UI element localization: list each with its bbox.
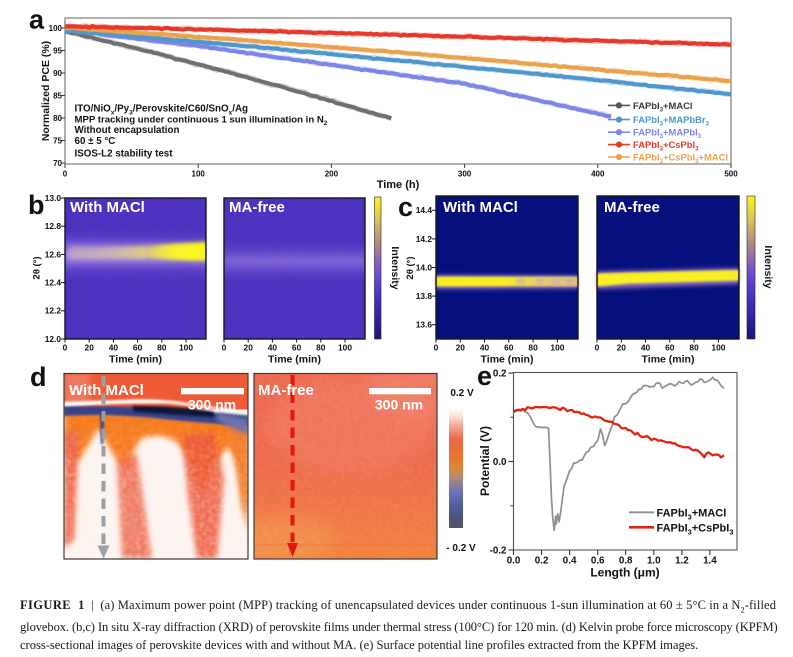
svg-text:20: 20: [85, 343, 95, 353]
svg-text:Time (min): Time (min): [642, 354, 695, 366]
svg-text:0.2: 0.2: [493, 368, 507, 379]
svg-text:40: 40: [641, 343, 651, 353]
svg-text:b: b: [28, 190, 45, 220]
svg-text:13.0: 13.0: [45, 193, 62, 203]
svg-text:FAPbI3​+CsPbI3​: FAPbI3​+CsPbI3​: [657, 522, 734, 536]
svg-text:0: 0: [222, 343, 227, 353]
svg-text:-0.2: -0.2: [490, 545, 507, 556]
svg-text:ISOS-L2 stability test: ISOS-L2 stability test: [75, 149, 174, 160]
svg-text:12.8: 12.8: [45, 221, 62, 231]
svg-text:14.2: 14.2: [416, 234, 433, 244]
svg-text:a: a: [29, 5, 45, 35]
svg-text:e: e: [477, 361, 492, 391]
svg-text:0: 0: [434, 343, 439, 353]
svg-text:FAPbI3​+MACl: FAPbI3​+MACl: [657, 507, 727, 521]
svg-text:100: 100: [179, 343, 193, 353]
svg-text:MA-free: MA-free: [604, 199, 660, 216]
svg-text:With MACl: With MACl: [70, 199, 145, 216]
svg-text:FAPbI3​+CsPbI3​: FAPbI3​+CsPbI3​: [633, 139, 699, 153]
svg-text:13.8: 13.8: [416, 291, 433, 301]
svg-text:14.0: 14.0: [416, 262, 433, 272]
svg-text:60: 60: [133, 343, 143, 353]
svg-text:Time (h): Time (h): [377, 179, 420, 191]
svg-text:1.4: 1.4: [703, 556, 717, 567]
svg-text:100: 100: [711, 343, 725, 353]
svg-text:MA-free: MA-free: [258, 382, 314, 399]
svg-text:60: 60: [665, 343, 675, 353]
svg-text:FAPbI3​+CsPbI3​+MACl: FAPbI3​+CsPbI3​+MACl: [633, 151, 728, 165]
svg-text:Time (min): Time (min): [109, 354, 162, 366]
svg-text:80: 80: [689, 343, 699, 353]
svg-text:0: 0: [595, 343, 600, 353]
svg-text:12.4: 12.4: [45, 278, 62, 288]
svg-text:0: 0: [63, 170, 68, 179]
svg-text:FAPbI3​+MAPbBr3​: FAPbI3​+MAPbBr3​: [633, 114, 709, 128]
svg-text:200: 200: [325, 170, 339, 179]
svg-text:80: 80: [53, 114, 62, 123]
svg-text:0.0: 0.0: [507, 556, 521, 567]
svg-text:Time (min): Time (min): [481, 354, 534, 366]
svg-text:40: 40: [480, 343, 490, 353]
svg-text:100: 100: [192, 170, 206, 179]
svg-text:75: 75: [53, 136, 62, 145]
svg-text:With MACl: With MACl: [69, 382, 144, 399]
svg-text:d: d: [30, 362, 47, 392]
svg-text:100: 100: [49, 24, 63, 33]
svg-text:40: 40: [268, 343, 278, 353]
svg-text:0.8: 0.8: [619, 556, 633, 567]
svg-text:300 nm: 300 nm: [375, 397, 423, 413]
svg-text:85: 85: [53, 91, 62, 100]
svg-text:MA-free: MA-free: [229, 199, 285, 216]
svg-text:Without encapsulation: Without encapsulation: [75, 125, 180, 136]
svg-text:300 nm: 300 nm: [188, 397, 236, 413]
svg-text:Intensity: Intensity: [389, 246, 401, 289]
svg-text:60: 60: [292, 343, 302, 353]
svg-text:13.6: 13.6: [416, 320, 433, 330]
svg-text:c: c: [398, 192, 413, 222]
svg-text:80: 80: [528, 343, 538, 353]
svg-text:90: 90: [53, 69, 62, 78]
svg-text:500: 500: [724, 170, 738, 179]
svg-text:MPP tracking under continuous: MPP tracking under continuous 1 sun illu…: [75, 114, 328, 127]
svg-text:300: 300: [458, 170, 472, 179]
svg-text:100: 100: [550, 343, 564, 353]
svg-text:60 ± 5 °C: 60 ± 5 °C: [75, 136, 116, 147]
svg-text:80: 80: [316, 343, 326, 353]
svg-text:Length (μm): Length (μm): [590, 566, 659, 580]
svg-text:0: 0: [63, 343, 68, 353]
svg-text:0.6: 0.6: [591, 556, 605, 567]
svg-text:400: 400: [591, 170, 605, 179]
svg-text:0.0: 0.0: [493, 457, 507, 468]
svg-text:12.0: 12.0: [45, 334, 62, 344]
svg-text:2θ (°): 2θ (°): [405, 256, 416, 279]
svg-text:0.4: 0.4: [563, 556, 577, 567]
svg-text:FAPbI3​+MAPbI3​: FAPbI3​+MAPbI3​: [633, 127, 702, 141]
svg-text:12.6: 12.6: [45, 249, 62, 259]
svg-text:Intensity: Intensity: [762, 245, 774, 288]
svg-text:40: 40: [109, 343, 119, 353]
svg-text:0.2: 0.2: [535, 556, 549, 567]
svg-text:Potential (V): Potential (V): [478, 426, 492, 496]
svg-text:80: 80: [157, 343, 167, 353]
svg-text:12.2: 12.2: [45, 306, 62, 316]
svg-text:14.4: 14.4: [416, 205, 433, 215]
svg-text:60: 60: [504, 343, 514, 353]
svg-text:FAPbI3​+MACl: FAPbI3​+MACl: [633, 100, 692, 114]
svg-text:0.2 V: 0.2 V: [450, 388, 474, 399]
svg-text:With MACl: With MACl: [443, 199, 518, 216]
svg-text:Time (min): Time (min): [268, 354, 321, 366]
svg-text:1.2: 1.2: [675, 556, 689, 567]
svg-text:- 0.2 V: - 0.2 V: [446, 543, 476, 554]
svg-text:100: 100: [338, 343, 352, 353]
svg-text:2θ (°): 2θ (°): [32, 256, 43, 279]
svg-text:70: 70: [53, 159, 62, 168]
svg-text:95: 95: [53, 46, 62, 55]
svg-text:20: 20: [456, 343, 466, 353]
svg-text:20: 20: [617, 343, 627, 353]
svg-text:Normalized PCE (%): Normalized PCE (%): [40, 41, 52, 141]
svg-text:ITO/NiOx​/Py3​/Perovskite/C60/: ITO/NiOx​/Py3​/Perovskite/C60/SnOx​/Ag: [75, 104, 249, 117]
svg-text:1.0: 1.0: [647, 556, 661, 567]
svg-text:20: 20: [244, 343, 254, 353]
